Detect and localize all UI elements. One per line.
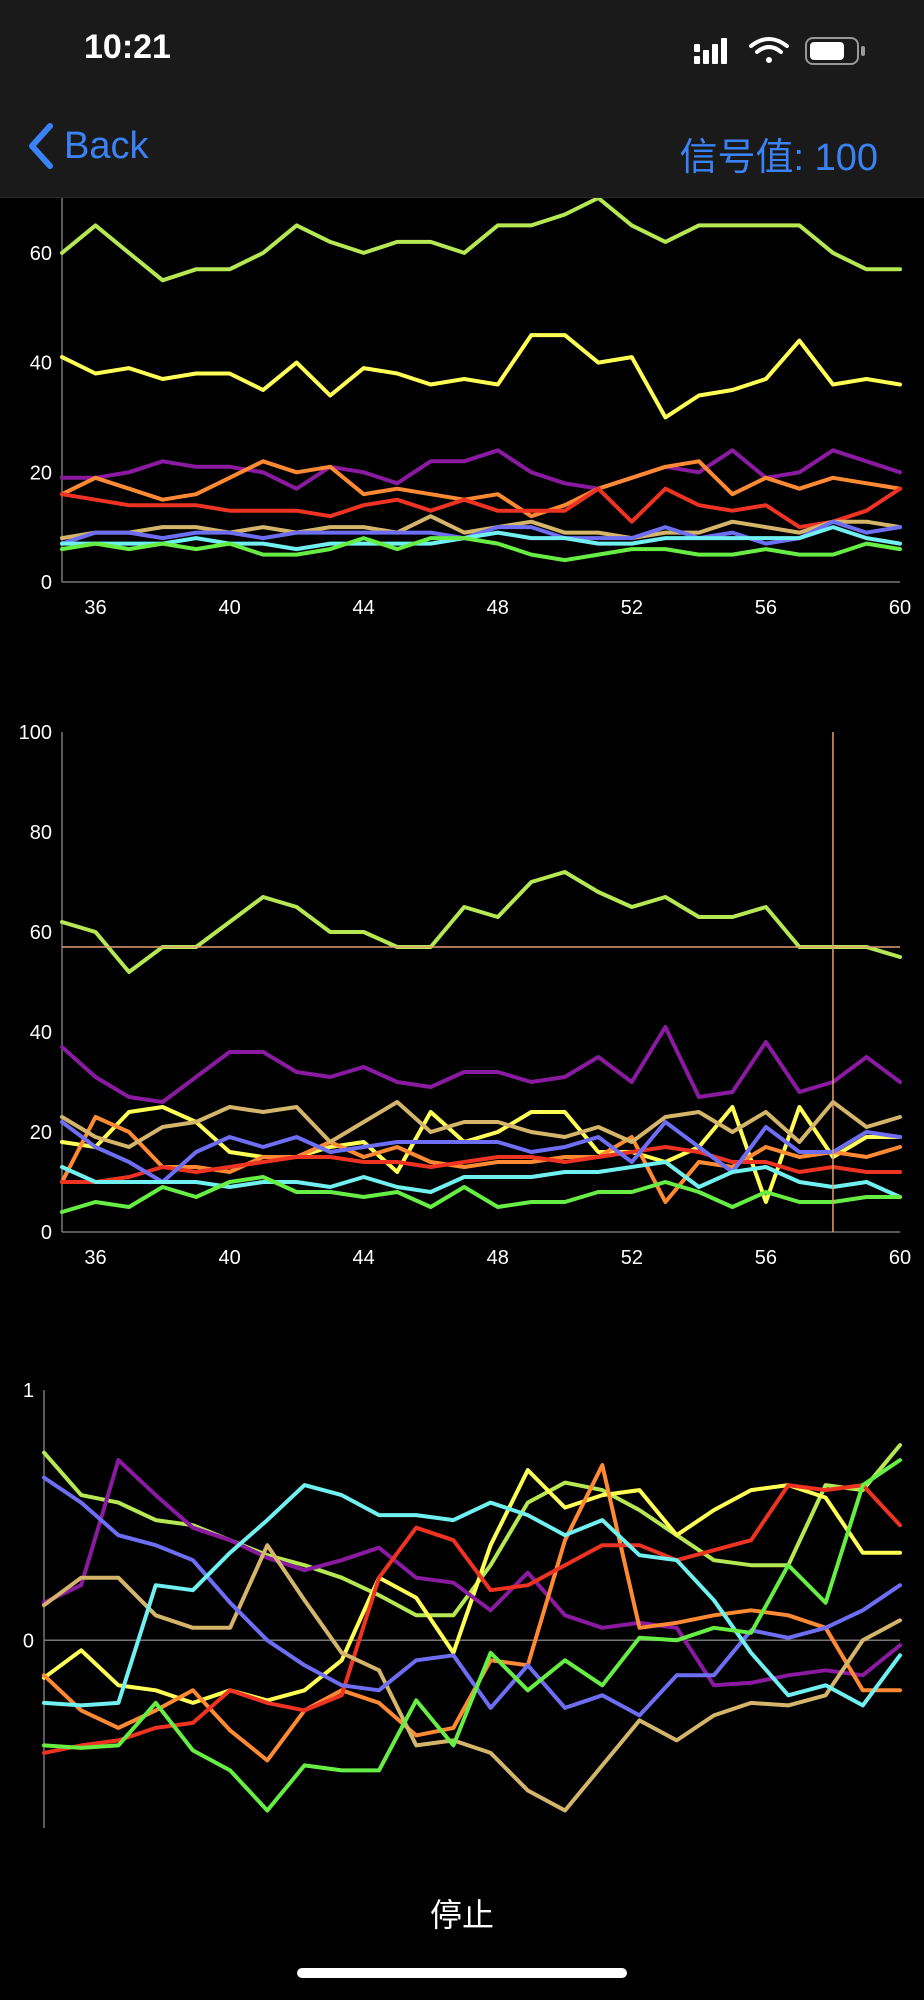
series-line-s5 [60,486,902,530]
series-line-s9 [60,536,902,563]
nav-bar: Back 信号值: 100 [0,100,924,198]
series-line-s3 [60,448,902,491]
series-line-s9 [60,1175,902,1214]
chart-bottom: 01 [23,1380,902,1828]
x-tick-label: 60 [889,597,911,619]
series-line-s5 [42,1483,902,1755]
x-tick-label: 56 [755,1247,777,1269]
y-tick-label: 80 [30,822,52,844]
series-line-s7 [42,1475,902,1718]
series-line-s3 [60,1025,902,1104]
x-tick-label: 60 [889,1247,911,1269]
x-tick-label: 52 [621,1247,643,1269]
x-tick-label: 48 [487,597,509,619]
series-line-s3 [42,1458,902,1688]
home-indicator [297,1968,627,1978]
signal-value: 信号值: 100 [679,137,878,179]
series-line-s8 [42,1483,902,1708]
series-line-s7 [60,519,902,546]
y-tick-label: 40 [30,353,52,375]
x-tick-label: 44 [353,1247,375,1269]
series-line-s7 [60,1120,902,1184]
series-line-s2 [60,1105,902,1204]
chart-middle: 0 20 40 60 80 100 36 40 44 48 52 56 60 [19,722,912,1269]
y-tick-label: 20 [30,462,52,484]
series-line-s5 [60,1145,902,1184]
status-icons [694,34,874,73]
y-tick-label: 60 [30,243,52,265]
x-tick-label: 36 [84,1247,106,1269]
x-tick-label: 40 [218,597,240,619]
series-line-s4 [60,459,902,519]
y-tick-label: 100 [19,722,52,744]
cellular-signal-icon [694,38,727,64]
series-line-s8 [60,1160,902,1199]
series-line-s1 [42,1443,902,1618]
series-line-s4 [60,1115,902,1204]
series-line-s9 [42,1458,902,1813]
y-tick-label: 0 [23,1630,34,1652]
series-line-s8 [60,525,902,552]
series-line-s6 [60,514,902,541]
x-tick-label: 48 [487,1247,509,1269]
status-bar: 10:21 [0,0,924,100]
stop-button[interactable]: 停止 [429,1897,494,1933]
chart-top: 0 20 40 60 36 40 44 48 52 56 60 [30,198,911,619]
back-label: Back [64,124,149,167]
battery-icon [805,37,865,65]
series-line-s6 [42,1543,902,1813]
x-tick-label: 44 [353,597,375,619]
x-tick-label: 40 [218,1247,240,1269]
series-line-s6 [60,1100,902,1149]
y-tick-label: 40 [30,1022,52,1044]
chevron-left-icon [29,123,53,169]
y-tick-label: 0 [41,572,52,594]
series-line-s2 [42,1468,902,1705]
x-tick-label: 36 [84,597,106,619]
series-line-s2 [60,333,902,420]
x-tick-label: 56 [755,597,777,619]
y-tick-label: 20 [30,1122,52,1144]
wifi-icon [749,37,789,63]
series-line-s1 [60,870,902,974]
x-tick-label: 52 [621,597,643,619]
back-button[interactable]: Back [26,118,148,174]
series-line-s1 [60,198,902,283]
y-tick-label: 0 [41,1222,52,1244]
y-tick-label: 1 [23,1380,34,1402]
y-tick-label: 60 [30,922,52,944]
status-time: 10:21 [84,28,171,66]
